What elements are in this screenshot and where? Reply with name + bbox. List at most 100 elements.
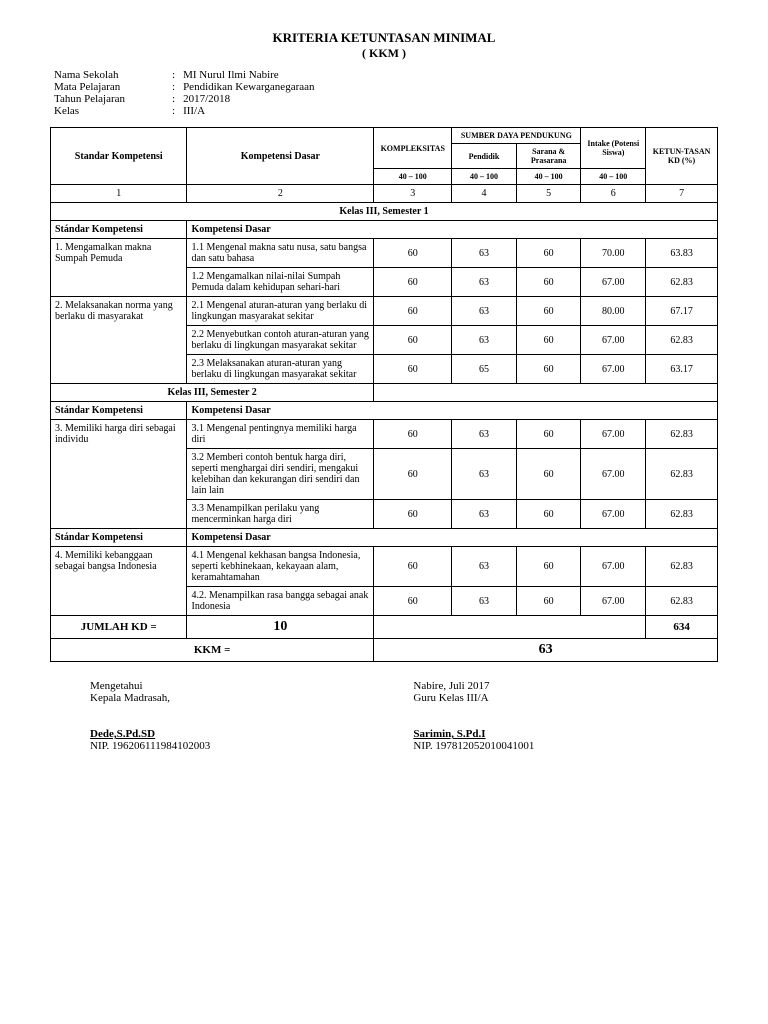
sk-cell: 1. Mengamalkan makna Sumpah Pemuda [51, 239, 187, 297]
sk-cell: 4. Memiliki kebanggaan sebagai bangsa In… [51, 547, 187, 616]
sig-right-1: Nabire, Juli 2017 [413, 680, 678, 692]
val-c6: 67.00 [581, 587, 646, 616]
meta-subject-label: Mata Pelajaran [50, 81, 168, 93]
val-c7: 63.83 [646, 239, 718, 268]
sem2-title: Kelas III, Semester 2 [51, 384, 374, 402]
val-c3: 60 [374, 297, 452, 326]
total-value: 634 [646, 616, 718, 639]
kkm-value: 63 [374, 639, 718, 662]
val-c3: 60 [374, 587, 452, 616]
sig-left-nip: NIP. 196206111984102003 [90, 740, 355, 752]
val-c4: 63 [452, 420, 517, 449]
hdr-pendidik: Pendidik [452, 144, 517, 169]
val-c5: 60 [516, 420, 581, 449]
val-c5: 60 [516, 326, 581, 355]
sig-right-name: Sarimin, S.Pd.I [413, 728, 678, 740]
doc-subtitle: ( KKM ) [50, 46, 718, 61]
kd-cell: 3.3 Menampilkan perilaku yang mencermink… [187, 500, 374, 529]
sig-right-2: Guru Kelas III/A [413, 692, 678, 704]
val-c3: 60 [374, 239, 452, 268]
hdr-range1: 40 – 100 [374, 169, 452, 185]
val-c6: 67.00 [581, 420, 646, 449]
kd-cell: 2.1 Mengenal aturan-aturan yang berlaku … [187, 297, 374, 326]
jumlah-value: 10 [187, 616, 374, 639]
sig-left-1: Mengetahui [90, 680, 355, 692]
val-c7: 62.83 [646, 449, 718, 500]
kd-cell: 4.2. Menampilkan rasa bangga sebagai ana… [187, 587, 374, 616]
colnum-6: 6 [581, 185, 646, 203]
kd-cell: 1.1 Mengenal makna satu nusa, satu bangs… [187, 239, 374, 268]
val-c3: 60 [374, 449, 452, 500]
hdr-sarana: Sarana & Prasarana [516, 144, 581, 169]
meta-class-label: Kelas [50, 105, 168, 117]
hdr-sumber: SUMBER DAYA PENDUKUNG [452, 128, 581, 144]
meta-school-value: MI Nurul Ilmi Nabire [179, 69, 318, 81]
val-c5: 60 [516, 239, 581, 268]
val-c4: 63 [452, 587, 517, 616]
val-c7: 62.83 [646, 587, 718, 616]
main-table: Standar Kompetensi Kompetensi Dasar KOMP… [50, 127, 718, 662]
signature-block: Mengetahui Kepala Madrasah, Dede,S.Pd.SD… [90, 680, 678, 752]
hdr-range2: 40 – 100 [452, 169, 517, 185]
val-c5: 60 [516, 297, 581, 326]
sk-header: Stándar Kompetensi [51, 529, 187, 547]
val-c7: 63.17 [646, 355, 718, 384]
doc-title: KRITERIA KETUNTASAN MINIMAL [50, 30, 718, 46]
meta-block: Nama Sekolah:MI Nurul Ilmi Nabire Mata P… [50, 69, 319, 117]
val-c3: 60 [374, 326, 452, 355]
sem1-title: Kelas III, Semester 1 [51, 203, 718, 221]
val-c5: 60 [516, 547, 581, 587]
meta-school-label: Nama Sekolah [50, 69, 168, 81]
val-c3: 60 [374, 420, 452, 449]
val-c7: 62.83 [646, 547, 718, 587]
val-c6: 70.00 [581, 239, 646, 268]
kd-cell: 4.1 Mengenal kekhasan bangsa Indonesia, … [187, 547, 374, 587]
val-c4: 63 [452, 500, 517, 529]
val-c7: 62.83 [646, 420, 718, 449]
val-c7: 67.17 [646, 297, 718, 326]
meta-class-value: III/A [179, 105, 318, 117]
val-c5: 60 [516, 355, 581, 384]
kd-cell: 3.1 Mengenal pentingnya memiliki harga d… [187, 420, 374, 449]
jumlah-label: JUMLAH KD = [51, 616, 187, 639]
hdr-komplek: KOMPLEKSITAS [374, 128, 452, 169]
val-c5: 60 [516, 449, 581, 500]
sig-right-nip: NIP. 197812052010041001 [413, 740, 678, 752]
sk-header: Stándar Kompetensi [51, 402, 187, 420]
meta-year-label: Tahun Pelajaran [50, 93, 168, 105]
val-c4: 63 [452, 326, 517, 355]
val-c7: 62.83 [646, 500, 718, 529]
val-c5: 60 [516, 587, 581, 616]
val-c7: 62.83 [646, 326, 718, 355]
kd-header: Kompetensi Dasar [187, 402, 718, 420]
meta-year-value: 2017/2018 [179, 93, 318, 105]
val-c6: 80.00 [581, 297, 646, 326]
hdr-intake: Intake (Potensi Siswa) [581, 128, 646, 169]
val-c6: 67.00 [581, 449, 646, 500]
val-c3: 60 [374, 268, 452, 297]
colnum-3: 3 [374, 185, 452, 203]
sig-left-name: Dede,S.Pd.SD [90, 728, 355, 740]
sk-cell: 3. Memiliki harga diri sebagai individu [51, 420, 187, 529]
hdr-range3: 40 – 100 [516, 169, 581, 185]
val-c3: 60 [374, 547, 452, 587]
sk-header: Stándar Kompetensi [51, 221, 187, 239]
val-c5: 60 [516, 268, 581, 297]
sig-left-2: Kepala Madrasah, [90, 692, 355, 704]
hdr-ketuntasan: KETUN-TASAN KD (%) [646, 128, 718, 185]
val-c6: 67.00 [581, 547, 646, 587]
kd-cell: 1.2 Mengamalkan nilai-nilai Sumpah Pemud… [187, 268, 374, 297]
val-c4: 63 [452, 268, 517, 297]
colnum-2: 2 [187, 185, 374, 203]
kd-cell: 3.2 Memberi contoh bentuk harga diri, se… [187, 449, 374, 500]
kd-cell: 2.2 Menyebutkan contoh aturan-aturan yan… [187, 326, 374, 355]
val-c5: 60 [516, 500, 581, 529]
val-c3: 60 [374, 500, 452, 529]
kd-header: Kompetensi Dasar [187, 529, 718, 547]
kd-header: Kompetensi Dasar [187, 221, 718, 239]
colnum-4: 4 [452, 185, 517, 203]
val-c3: 60 [374, 355, 452, 384]
val-c6: 67.00 [581, 355, 646, 384]
kd-cell: 2.3 Melaksanakan aturan-aturan yang berl… [187, 355, 374, 384]
val-c4: 63 [452, 547, 517, 587]
